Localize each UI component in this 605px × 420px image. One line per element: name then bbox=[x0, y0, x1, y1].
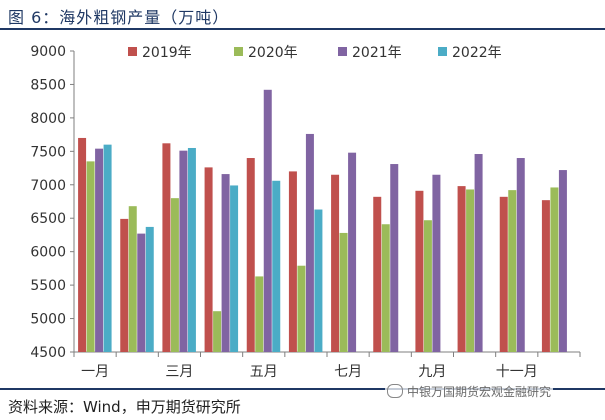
bar-2019年-三月 bbox=[162, 143, 171, 352]
bar-2021年-二月 bbox=[137, 233, 146, 352]
bar-2022年-一月 bbox=[103, 144, 112, 352]
title-rule bbox=[0, 28, 605, 30]
bar-2020年-四月 bbox=[213, 311, 222, 352]
bar-2021年-三月 bbox=[179, 150, 188, 352]
bar-2020年-七月 bbox=[339, 232, 348, 352]
bar-2019年-四月 bbox=[204, 167, 213, 352]
bar-2019年-一月 bbox=[78, 137, 87, 352]
y-tick-label: 5000 bbox=[30, 312, 66, 328]
figure-title: 图 6：海外粗钢产量（万吨） bbox=[8, 8, 230, 27]
legend-label: 2019年 bbox=[142, 45, 192, 61]
y-tick-label: 4500 bbox=[30, 345, 66, 361]
bar-2021年-五月 bbox=[263, 89, 272, 352]
bar-2022年-四月 bbox=[230, 185, 239, 352]
bar-2021年-十二月 bbox=[558, 170, 567, 352]
wechat-icon bbox=[387, 384, 403, 398]
bar-2021年-八月 bbox=[390, 164, 399, 352]
bar-2021年-十一月 bbox=[516, 158, 525, 352]
source-rule bbox=[0, 388, 605, 390]
bar-2019年-八月 bbox=[373, 196, 382, 352]
bar-2019年-十一月 bbox=[499, 196, 508, 352]
bar-2019年-五月 bbox=[246, 158, 255, 352]
legend-swatch-2021年 bbox=[338, 47, 347, 56]
x-tick-label: 三月 bbox=[165, 364, 193, 380]
bar-2019年-六月 bbox=[288, 171, 297, 352]
legend-swatch-2022年 bbox=[438, 47, 447, 56]
bar-2021年-六月 bbox=[305, 133, 314, 352]
bar-2019年-十二月 bbox=[541, 200, 550, 352]
bar-2021年-十月 bbox=[474, 154, 483, 352]
bar-2020年-二月 bbox=[128, 206, 137, 352]
y-tick-label: 5500 bbox=[30, 278, 66, 294]
bar-2020年-十一月 bbox=[508, 190, 517, 352]
legend-swatch-2020年 bbox=[234, 47, 243, 56]
legend-label: 2020年 bbox=[248, 45, 298, 61]
x-tick-label: 十一月 bbox=[496, 364, 538, 380]
y-tick-label: 6500 bbox=[30, 211, 66, 227]
legend-swatch-2019年 bbox=[128, 47, 137, 56]
legend-label: 2021年 bbox=[352, 45, 402, 61]
bar-2020年-十二月 bbox=[550, 187, 559, 352]
bar-2020年-九月 bbox=[423, 220, 432, 352]
y-tick-label: 8500 bbox=[30, 77, 66, 93]
legend-label: 2022年 bbox=[452, 45, 502, 61]
steel-output-chart: 4500 5000 5500 6000 6500 7000 7500 8000 8500 9000… bbox=[30, 44, 581, 380]
y-tick-label: 6000 bbox=[30, 245, 66, 261]
bar-2019年-九月 bbox=[415, 190, 424, 352]
y-tick-label: 7500 bbox=[30, 144, 66, 160]
x-tick-label: 五月 bbox=[250, 364, 278, 380]
source-note: 资料来源：Wind，申万期货研究所 bbox=[8, 398, 241, 416]
bar-2021年-一月 bbox=[95, 148, 104, 352]
x-tick-label: 九月 bbox=[418, 364, 446, 380]
bar-2021年-七月 bbox=[348, 152, 357, 352]
x-tick-label: 一月 bbox=[81, 364, 109, 380]
bar-2021年-九月 bbox=[432, 174, 441, 352]
bar-2021年-四月 bbox=[221, 174, 230, 352]
bar-2020年-六月 bbox=[297, 265, 306, 352]
bar-2020年-一月 bbox=[86, 161, 95, 352]
y-tick-label: 8000 bbox=[30, 111, 66, 127]
x-tick-label: 七月 bbox=[334, 364, 362, 380]
watermark-text: 中银万国期货宏观金融研究 bbox=[407, 385, 552, 399]
bar-2020年-五月 bbox=[255, 276, 264, 352]
y-tick-label: 7000 bbox=[30, 178, 66, 194]
bar-2022年-二月 bbox=[145, 226, 154, 352]
bar-2020年-八月 bbox=[381, 224, 390, 352]
bar-2022年-三月 bbox=[187, 147, 196, 352]
bar-2020年-三月 bbox=[170, 198, 179, 352]
y-tick-label: 9000 bbox=[30, 44, 66, 60]
bar-2022年-五月 bbox=[272, 180, 281, 352]
bar-2020年-十月 bbox=[466, 189, 475, 352]
bar-2022年-六月 bbox=[314, 209, 323, 352]
bar-2019年-七月 bbox=[331, 174, 340, 352]
bar-2019年-十月 bbox=[457, 186, 466, 352]
watermark: 中银万国期货宏观金融研究 bbox=[385, 383, 554, 400]
bar-2019年-二月 bbox=[120, 218, 129, 352]
